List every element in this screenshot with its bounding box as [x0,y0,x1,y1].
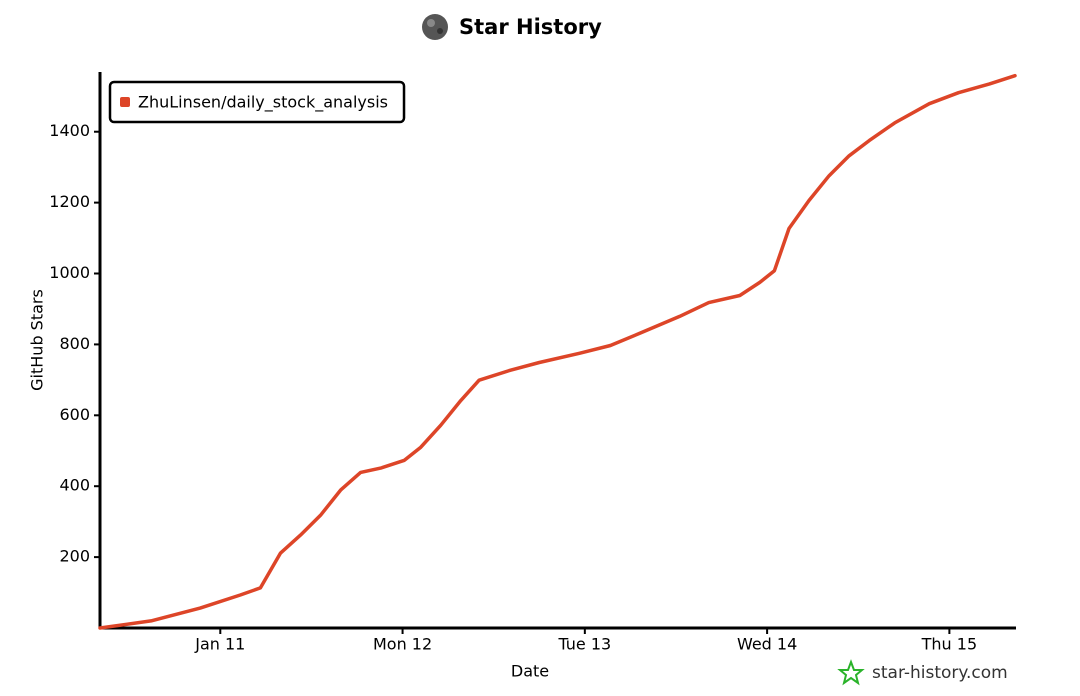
y-tick-label: 200 [59,547,90,566]
y-tick-label: 400 [59,476,90,495]
x-tick-label: Jan 11 [194,635,245,654]
x-tick-label: Tue 13 [557,635,611,654]
y-tick-label: 800 [59,334,90,353]
title-icon [422,14,448,40]
y-tick-label: 1400 [49,121,90,140]
y-tick-label: 1200 [49,192,90,211]
legend-swatch [120,97,130,107]
x-tick-label: Thu 15 [921,635,978,654]
series-line [98,73,1017,630]
x-tick-label: Mon 12 [373,635,432,654]
legend-label: ZhuLinsen/daily_stock_analysis [138,93,388,113]
x-tick-label: Wed 14 [737,635,797,654]
y-axis-label: GitHub Stars [28,289,47,391]
x-axis-label: Date [511,662,549,681]
watermark: star-history.com [872,663,1008,683]
y-tick-label: 1000 [49,263,90,282]
chart-title: Star History [459,15,602,39]
watermark-icon [837,659,865,686]
y-tick-label: 600 [59,405,90,424]
legend-box [108,80,406,124]
